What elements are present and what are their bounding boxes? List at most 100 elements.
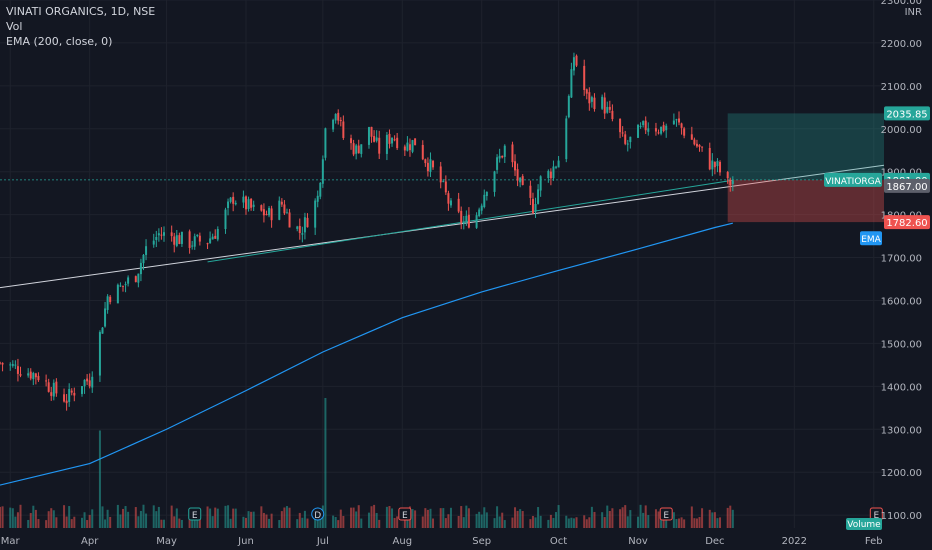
candle-body (660, 126, 663, 134)
volume-bar (47, 511, 50, 528)
volume-bar (534, 517, 537, 528)
volume-bar (388, 506, 391, 528)
volume-bar (478, 511, 481, 528)
candle-body (188, 231, 191, 248)
candle-body (590, 97, 593, 102)
volume-indicator-label[interactable]: Vol (6, 20, 23, 33)
volume-bar (324, 398, 327, 528)
candle-body (206, 243, 209, 245)
volume-bar (1, 506, 4, 528)
candle-body (119, 285, 122, 287)
volume-bar (319, 516, 322, 528)
volume-bar (672, 512, 675, 528)
candle-body (324, 128, 327, 158)
time-axis-tick: Jun (237, 536, 254, 547)
volume-bar (373, 504, 376, 528)
candle-body (288, 212, 291, 228)
event-marker-label: E (402, 511, 408, 521)
volume-bar (280, 511, 283, 528)
volume-bar (260, 506, 263, 528)
candle-body (173, 236, 176, 245)
volume-bar (334, 516, 337, 528)
price-axis-tick: 2200.00 (881, 39, 922, 50)
candle-body (480, 205, 483, 211)
candle-body (260, 205, 263, 211)
candle-body (385, 134, 388, 154)
volume-bar (178, 518, 181, 528)
candle-body (285, 212, 288, 214)
volume-bar (675, 519, 678, 528)
candle-body (457, 198, 460, 212)
volume-bar (639, 504, 642, 528)
volume-bar (244, 517, 247, 528)
volume-bar (145, 513, 148, 528)
volume-bar (462, 517, 465, 528)
candle-body (47, 382, 50, 392)
ema-tag-text: EMA (861, 235, 881, 245)
candle-body (539, 176, 542, 191)
volume-bar (429, 508, 432, 528)
candle-body (601, 96, 604, 109)
candle-body (565, 118, 568, 160)
candle-body (462, 222, 465, 224)
time-axis-tick: 2022 (782, 536, 807, 547)
candle-body (198, 235, 201, 242)
volume-bar (86, 520, 89, 528)
volume-bar (626, 516, 629, 528)
ema-indicator-label[interactable]: EMA (200, close, 0) (6, 35, 113, 48)
volume-bar (391, 508, 394, 528)
candle-body (232, 196, 235, 204)
time-axis-tick: Aug (393, 536, 413, 547)
volume-bar (14, 516, 17, 528)
candle-body (50, 392, 53, 396)
trend-line-upper (0, 164, 885, 289)
volume-bar (701, 508, 704, 528)
candle-body (529, 185, 532, 198)
volume-bar (285, 506, 288, 528)
volume-bar (521, 511, 524, 528)
candle-body (352, 143, 355, 155)
volume-bar (539, 515, 542, 528)
candle-body (626, 143, 629, 145)
volume-bar (180, 519, 183, 528)
volume-tag: Volume (846, 518, 882, 530)
candle-body (367, 127, 370, 145)
volume-bar (713, 512, 716, 528)
volume-bar (11, 508, 14, 528)
candle-body (698, 144, 701, 147)
candle-body (483, 194, 486, 208)
price-axis-tick: 1500.00 (881, 339, 922, 350)
candle-body (467, 214, 470, 228)
volume-bar (619, 509, 622, 528)
symbol-title[interactable]: VINATI ORGANICS, 1D, NSE (6, 5, 156, 18)
candle-body (45, 380, 48, 382)
time-axis-tick: Mar (1, 536, 21, 547)
volume-bar (55, 517, 58, 528)
volume-bar (173, 516, 176, 528)
time-axis-tick: May (156, 536, 177, 547)
volume-bar (601, 512, 604, 528)
candle-body (373, 136, 376, 142)
candle-body (690, 134, 693, 140)
candle-body (716, 161, 719, 167)
candle-body (537, 189, 540, 204)
candle-body (229, 197, 232, 202)
candle-body (460, 210, 463, 223)
volume-bar (552, 517, 555, 528)
volume-bar (516, 510, 519, 528)
candle-body (86, 378, 89, 382)
candle-body (145, 246, 148, 255)
volume-bar (378, 519, 381, 528)
event-marker: E (659, 507, 673, 521)
volume-bar (498, 516, 501, 528)
volume-bar (9, 507, 12, 528)
volume-bar (644, 505, 647, 528)
candle-body (162, 232, 165, 236)
volume-bar (209, 508, 212, 528)
volume-bar (270, 513, 273, 528)
candle-body (588, 92, 591, 104)
volume-bar (575, 517, 578, 528)
